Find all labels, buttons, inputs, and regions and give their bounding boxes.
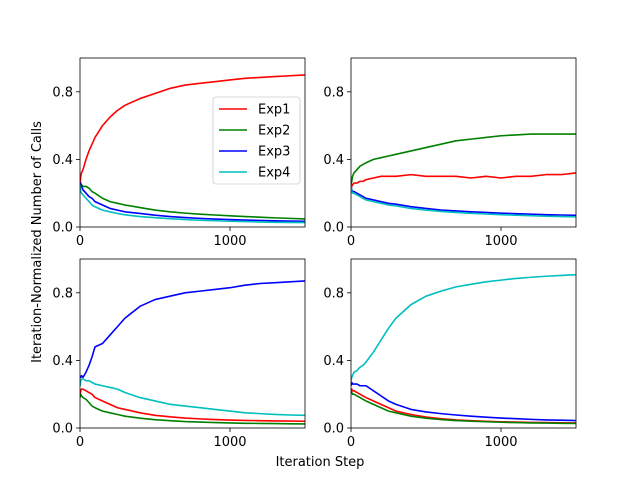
x-tick-label: 0 bbox=[347, 234, 355, 249]
legend-label-exp2: Exp2 bbox=[258, 124, 290, 139]
x-axis-label: Iteration Step bbox=[276, 455, 365, 470]
y-tick-label: 0.0 bbox=[52, 221, 73, 236]
legend-box bbox=[212, 96, 301, 185]
series-line-exp2 bbox=[351, 390, 576, 425]
series-line-exp4 bbox=[351, 273, 576, 381]
series-line-exp1 bbox=[80, 388, 305, 423]
series-line-exp1 bbox=[80, 74, 305, 185]
y-tick-label: 0.0 bbox=[323, 422, 344, 437]
subplot-top-right: 0 1000 0.0 0.4 0.8 bbox=[323, 57, 577, 249]
y-tick-label: 0.4 bbox=[323, 153, 344, 168]
series-line-exp4 bbox=[351, 184, 576, 218]
legend-label-exp4: Exp4 bbox=[258, 166, 290, 181]
subplot-top-left: 0 1000 0.0 0.4 0.8 Exp1 Exp2 Exp3 Exp4 bbox=[52, 57, 306, 249]
x-tick-label: 1000 bbox=[484, 234, 517, 249]
y-tick-label: 0.4 bbox=[323, 354, 344, 369]
x-tick-label: 0 bbox=[76, 435, 84, 450]
legend-label-exp3: Exp3 bbox=[258, 145, 290, 160]
series-line-exp4 bbox=[80, 184, 305, 224]
x-tick-label: 1000 bbox=[213, 234, 246, 249]
legend: Exp1 Exp2 Exp3 Exp4 bbox=[212, 96, 301, 185]
x-tick-label: 0 bbox=[76, 234, 84, 249]
y-tick-label: 0.4 bbox=[52, 354, 73, 369]
y-tick-label: 0.0 bbox=[52, 422, 73, 437]
y-tick-label: 0.8 bbox=[323, 85, 344, 100]
legend-label-exp1: Exp1 bbox=[258, 103, 290, 118]
subplot-bottom-left: 0 1000 0.0 0.4 0.8 bbox=[52, 258, 306, 450]
y-tick-label: 0.4 bbox=[52, 153, 73, 168]
y-tick-label: 0.8 bbox=[323, 286, 344, 301]
series-group bbox=[351, 273, 576, 425]
y-tick-label: 0.8 bbox=[52, 286, 73, 301]
series-group bbox=[351, 133, 576, 218]
series-line-exp3 bbox=[80, 280, 305, 379]
subplot-grid: 0 1000 0.0 0.4 0.8 Exp1 Exp2 Exp3 Exp4 0 1000 0.0 0.… bbox=[52, 57, 577, 450]
series-group bbox=[80, 74, 305, 224]
axes-frame bbox=[79, 57, 306, 228]
series-line-exp3 bbox=[80, 182, 305, 223]
x-tick-label: 1000 bbox=[213, 435, 246, 450]
series-line-exp2 bbox=[80, 393, 305, 425]
series-line-exp3 bbox=[351, 184, 576, 217]
series-line-exp3 bbox=[351, 381, 576, 422]
axes-frame bbox=[350, 258, 577, 429]
axes-frame bbox=[350, 57, 577, 228]
x-tick-label: 1000 bbox=[484, 435, 517, 450]
subplot-bottom-right: 0 1000 0.0 0.4 0.8 bbox=[323, 258, 577, 450]
series-line-exp2 bbox=[80, 183, 305, 220]
series-line-exp4 bbox=[80, 378, 305, 417]
y-tick-label: 0.8 bbox=[52, 85, 73, 100]
y-tick-label: 0.0 bbox=[323, 221, 344, 236]
x-tick-label: 0 bbox=[347, 435, 355, 450]
series-line-exp1 bbox=[351, 388, 576, 424]
axes-frame bbox=[79, 258, 306, 429]
series-group bbox=[80, 280, 305, 425]
series-line-exp2 bbox=[351, 133, 576, 185]
y-axis-label: Iteration-Normalized Number of Calls bbox=[30, 121, 45, 363]
series-line-exp1 bbox=[351, 172, 576, 188]
